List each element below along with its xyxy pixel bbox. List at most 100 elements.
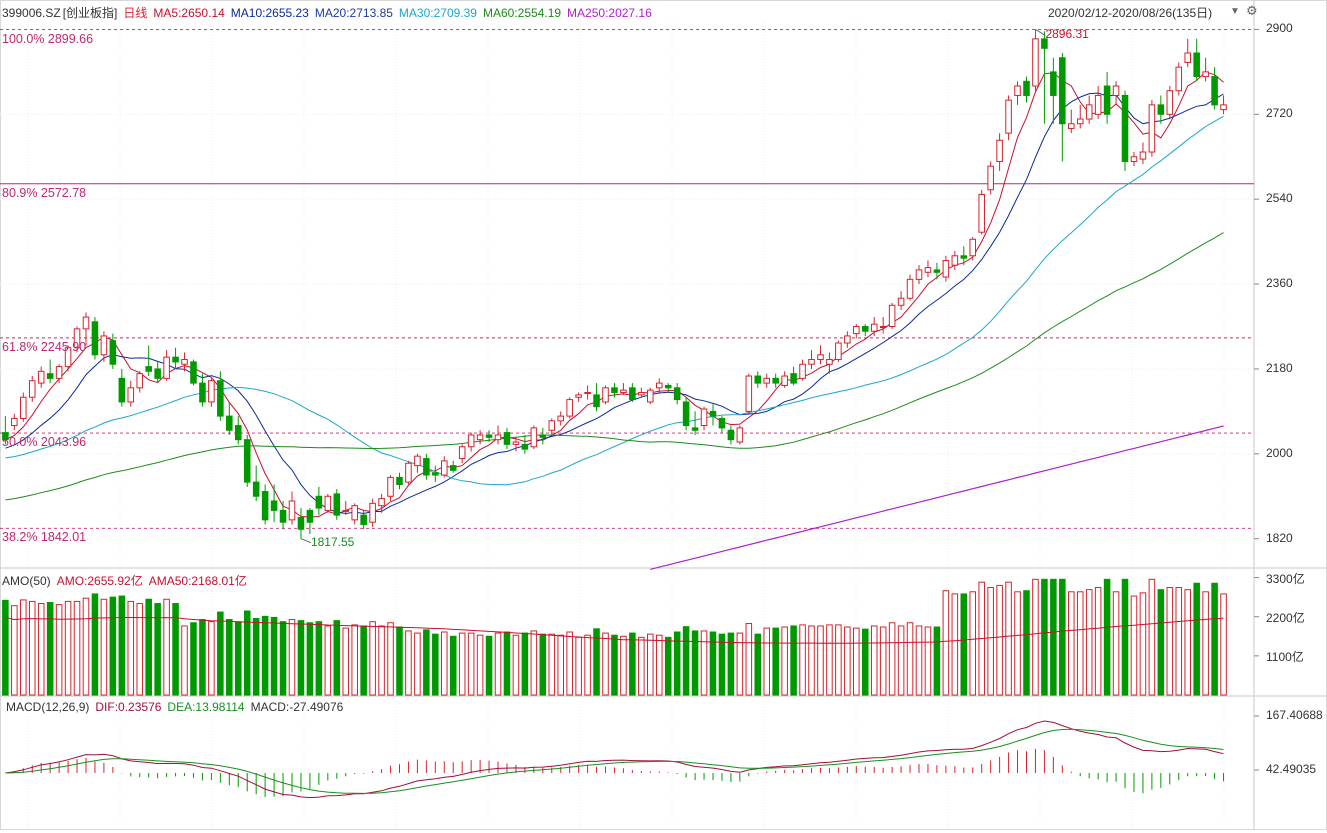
volume-bar <box>82 597 90 696</box>
candle-body <box>664 384 672 389</box>
candle-body <box>423 458 430 476</box>
candle-body <box>467 434 475 448</box>
candle-body <box>557 415 564 422</box>
candle-body <box>781 375 788 386</box>
volume-bar <box>754 633 762 696</box>
candle-body <box>647 389 654 403</box>
settings-gear-icon[interactable]: ⚙ <box>1246 3 1258 18</box>
volume-bar <box>942 590 950 696</box>
candle-body <box>593 394 600 408</box>
candle-body <box>503 432 511 445</box>
candle-body <box>91 321 99 356</box>
candle-body <box>288 500 296 521</box>
volume-bar <box>315 621 323 696</box>
ma5-text: MA5:2650.14 <box>153 6 225 20</box>
volume-bar <box>655 634 663 696</box>
candle-body <box>727 429 735 441</box>
price-axis-tick-label: 2360 <box>1266 276 1293 291</box>
chevron-down-icon[interactable]: ▼ <box>1230 6 1240 17</box>
volume-bar <box>369 621 376 696</box>
volume-bar <box>261 615 269 696</box>
candle-body <box>620 389 627 394</box>
candle-body <box>521 443 529 450</box>
price-axis-tick-label: 2720 <box>1266 106 1293 121</box>
candle-body <box>208 380 215 403</box>
volume-bar <box>512 634 520 696</box>
volume-bar <box>1023 590 1030 696</box>
candle-body <box>1067 123 1075 129</box>
volume-bar <box>324 625 332 696</box>
volume-bar <box>306 622 314 696</box>
volume-bar <box>1067 591 1075 696</box>
candle-body <box>996 139 1003 162</box>
volume-bar <box>870 625 878 696</box>
volume-bar <box>405 630 412 696</box>
volume-bar <box>736 632 744 696</box>
candle-body <box>951 255 959 266</box>
dif-line <box>5 720 1224 799</box>
volume-bar <box>270 616 278 696</box>
volume-bar <box>709 631 717 696</box>
candle-body <box>243 439 251 483</box>
candle-body <box>369 502 376 523</box>
candle-body <box>315 495 323 509</box>
candle-body <box>817 354 824 361</box>
candle-body <box>638 392 645 396</box>
volume-bar <box>700 630 708 696</box>
candle-body <box>217 380 224 417</box>
volume-bar <box>1148 578 1156 696</box>
dea-value: DEA:13.98114 <box>167 700 245 714</box>
candle-body <box>432 472 439 476</box>
candle-body <box>548 420 556 431</box>
volume-axis-tick-label: 1100亿 <box>1266 649 1304 664</box>
volume-bar <box>987 587 994 696</box>
candle-body <box>682 401 690 427</box>
volume-bar <box>853 627 860 696</box>
candle-body <box>163 356 170 379</box>
volume-bar <box>727 632 735 696</box>
volume-bar <box>423 629 430 696</box>
volume-bar <box>20 599 27 696</box>
candle-body <box>351 505 358 521</box>
volume-bar <box>924 626 932 696</box>
low-annotation: 1817.55 <box>310 534 355 549</box>
volume-bar <box>1059 578 1066 696</box>
candle-body <box>629 387 636 401</box>
volume-bar <box>763 627 771 696</box>
candle-body <box>190 361 197 384</box>
volume-bar <box>611 634 618 696</box>
price-axis-tick-label: 2540 <box>1266 191 1293 206</box>
volume-bar <box>826 624 833 696</box>
volume-bar <box>73 600 81 696</box>
candle-body <box>360 514 367 526</box>
volume-bar <box>897 625 905 696</box>
high-annotation-leader <box>1035 29 1046 36</box>
candle-body <box>172 356 179 363</box>
volume-bar <box>718 633 726 696</box>
candle-body <box>933 269 941 273</box>
candle-body <box>252 481 260 497</box>
period-text[interactable]: 日线 <box>123 6 148 20</box>
candle-body <box>602 387 609 403</box>
ama50-line <box>5 616 1224 644</box>
macd-name: MACD(12,26,9) <box>6 700 90 714</box>
candle-body <box>835 342 842 361</box>
volume-bar <box>252 617 260 696</box>
candle-body <box>145 366 152 372</box>
volume-bar <box>951 593 959 696</box>
candle-body <box>297 516 305 530</box>
volume-bar <box>1014 591 1021 696</box>
candle-body <box>790 373 797 384</box>
volume-bar <box>781 626 788 696</box>
volume-bar <box>342 627 350 696</box>
candle-body <box>754 375 762 384</box>
candle-body <box>539 434 547 438</box>
ma60-text: MA60:2554.19 <box>482 6 562 20</box>
ma250-text: MA250:2027.16 <box>567 6 652 20</box>
ama50-value: AMA50:2168.01亿 <box>148 574 247 588</box>
candle-body <box>405 462 412 483</box>
volume-bar <box>915 625 923 696</box>
volume-header: AMO(50) AMO:2655.92亿 AMA50:2168.01亿 <box>2 572 253 589</box>
